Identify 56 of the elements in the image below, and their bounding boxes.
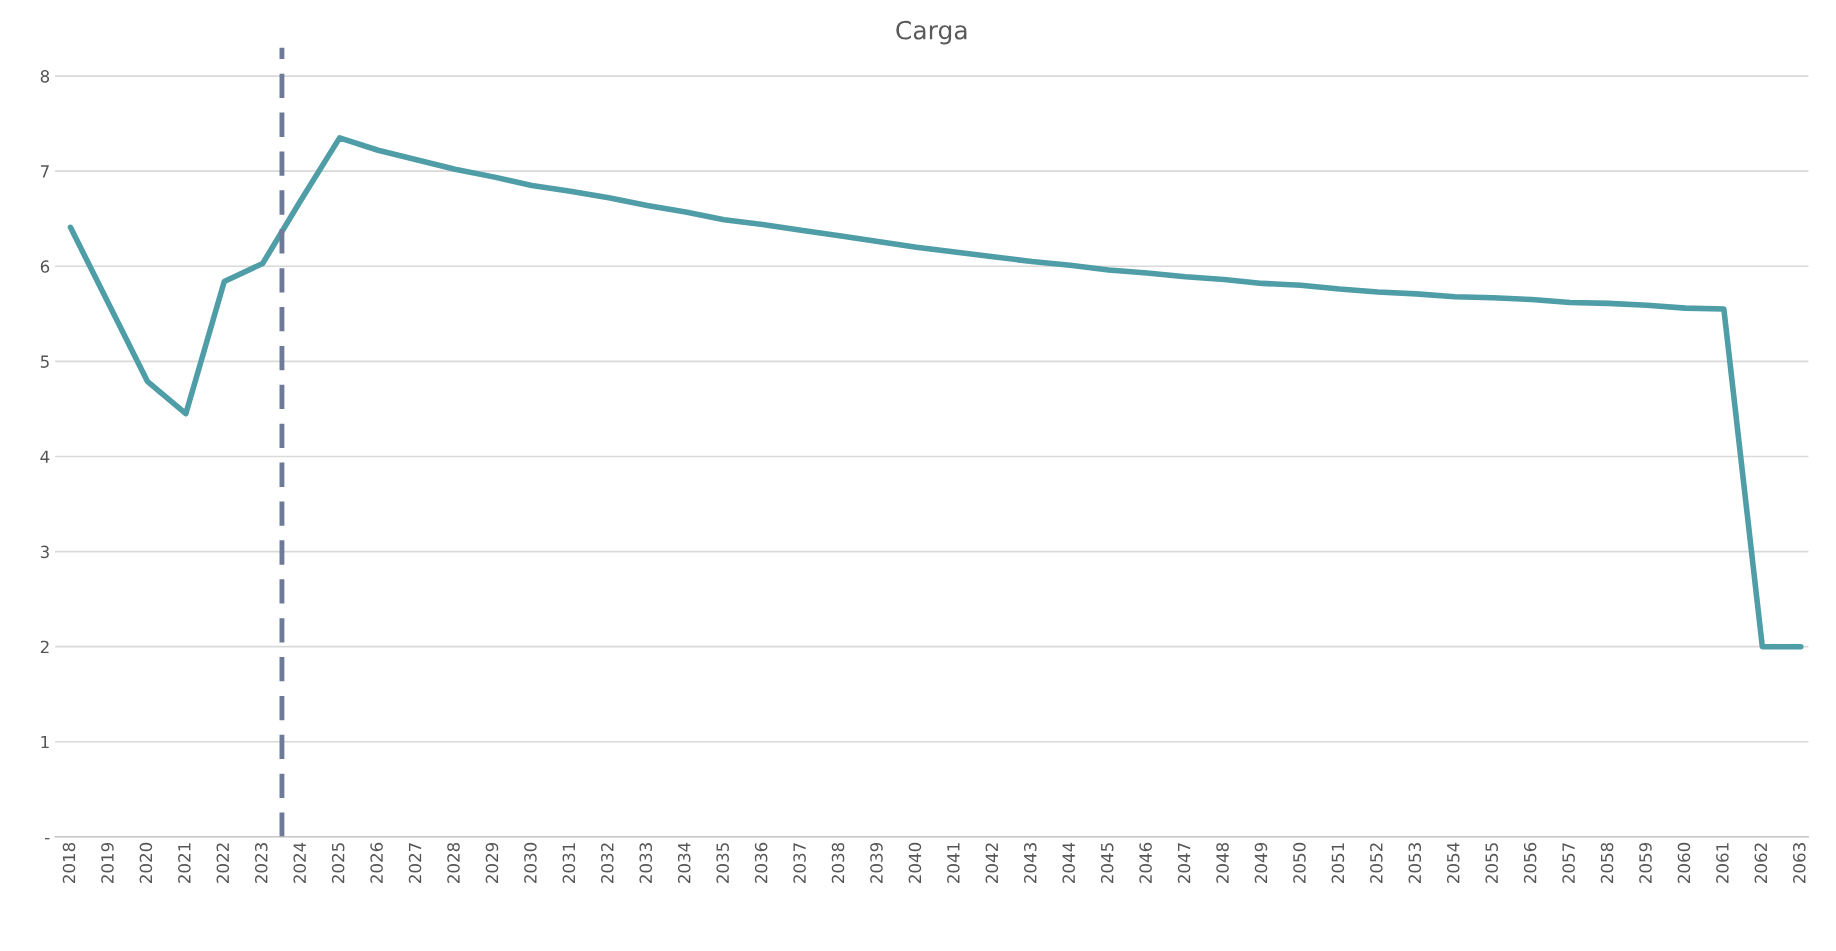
y-tick-label: 7	[40, 165, 49, 178]
x-tick-label: 2040	[908, 842, 922, 883]
y-tick-label: -	[45, 837, 50, 840]
x-tick-label: 2063	[1793, 843, 1806, 883]
y-tick-label: 8	[40, 70, 50, 83]
x-tick-label: 2031	[562, 843, 576, 883]
y-tick-label: 6	[40, 260, 50, 273]
chart-title: Carga	[896, 20, 967, 45]
x-tick-label: 2020	[139, 842, 153, 883]
x-tick-label: 2022	[216, 843, 230, 883]
y-tick-label: 2	[40, 640, 49, 654]
x-tick-label: 2026	[370, 842, 383, 883]
y-tick-label: 1	[41, 735, 49, 749]
y-tick-label: 5	[40, 355, 49, 368]
x-tick-label: 2037	[793, 843, 806, 883]
x-tick-label: 2055	[1485, 843, 1498, 883]
x-tick-label: 2052	[1370, 843, 1383, 883]
x-tick-label: 2047	[1177, 843, 1191, 883]
x-tick-label: 2030	[524, 842, 537, 883]
x-tick-label: 2038	[831, 842, 845, 883]
x-tick-label: 2029	[485, 842, 499, 883]
x-tick-label: 2059	[1639, 842, 1652, 883]
x-tick-label: 2019	[101, 842, 114, 883]
x-tick-label: 2050	[1293, 842, 1306, 883]
x-tick-label: 2025	[331, 843, 345, 883]
x-tick-label: 2054	[1446, 842, 1460, 883]
x-tick-label: 2044	[1062, 842, 1076, 883]
x-tick-label: 2062	[1754, 843, 1768, 883]
x-tick-label: 2021	[178, 843, 191, 883]
x-tick-label: 2058	[1600, 842, 1614, 883]
y-tick-label: 3	[40, 545, 49, 559]
x-tick-label: 2032	[601, 843, 614, 883]
x-tick-label: 2051	[1331, 843, 1345, 883]
x-tick-label: 2024	[293, 842, 306, 883]
x-tick-label: 2039	[870, 842, 883, 883]
x-tick-label: 2034	[677, 842, 691, 883]
x-tick-label: 2046	[1139, 842, 1152, 883]
x-tick-label: 2045	[1100, 843, 1114, 883]
x-tick-label: 2042	[985, 843, 999, 883]
x-tick-label: 2036	[754, 842, 768, 883]
x-tick-label: 2061	[1716, 843, 1729, 883]
x-tick-label: 2027	[408, 843, 422, 883]
x-tick-label: 2056	[1523, 842, 1537, 883]
x-tick-label: 2057	[1562, 843, 1575, 883]
y-tick-label: 4	[40, 450, 50, 463]
x-tick-label: 2049	[1254, 842, 1268, 883]
x-tick-label: 2060	[1677, 842, 1691, 883]
x-tick-label: 2028	[447, 842, 460, 883]
x-tick-label: 2043	[1023, 843, 1037, 883]
x-tick-label: 2048	[1216, 842, 1229, 883]
x-tick-label: 2035	[716, 843, 729, 883]
x-tick-label: 2023	[254, 843, 268, 883]
x-tick-label: 2018	[62, 842, 76, 883]
x-tick-label: 2053	[1408, 843, 1422, 883]
x-tick-label: 2033	[639, 843, 653, 883]
x-tick-label: 2041	[947, 843, 960, 883]
